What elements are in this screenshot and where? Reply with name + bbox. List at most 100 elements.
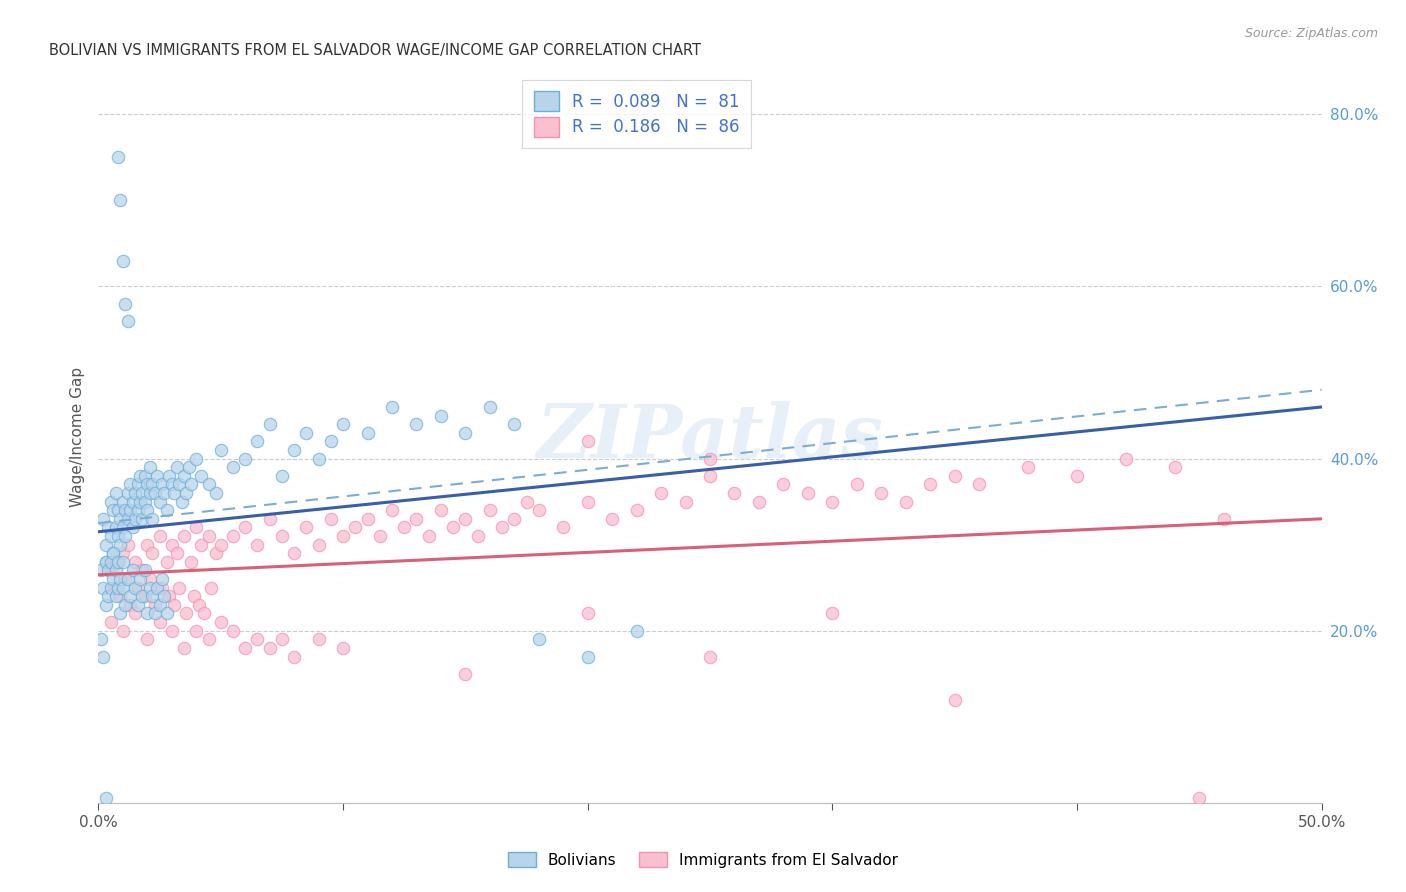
Point [101, 572, 124, 586]
Point [107, 503, 129, 517]
Point [308, 451, 330, 466]
Point [124, 555, 146, 569]
Point [699, 649, 721, 664]
Point [129, 572, 152, 586]
Point [143, 598, 166, 612]
Point [127, 598, 149, 612]
Point [190, 468, 212, 483]
Point [332, 417, 354, 432]
Point [368, 529, 391, 543]
Point [197, 529, 219, 543]
Point [150, 572, 173, 586]
Point [117, 314, 139, 328]
Point [1115, 451, 1137, 466]
Point [527, 632, 550, 647]
Point [295, 520, 318, 534]
Point [146, 581, 169, 595]
Point [650, 486, 672, 500]
Point [160, 477, 183, 491]
Point [441, 520, 464, 534]
Point [101, 546, 124, 560]
Point [90, 564, 112, 578]
Point [356, 425, 378, 440]
Point [600, 512, 623, 526]
Point [176, 486, 198, 500]
Point [491, 520, 513, 534]
Point [1212, 512, 1234, 526]
Point [503, 417, 526, 432]
Point [748, 494, 770, 508]
Point [107, 555, 129, 569]
Point [124, 486, 146, 500]
Point [136, 503, 159, 517]
Point [894, 494, 917, 508]
Point [111, 520, 134, 534]
Point [94, 538, 117, 552]
Point [157, 468, 180, 483]
Point [153, 589, 176, 603]
Point [283, 546, 305, 560]
Point [259, 512, 281, 526]
Point [478, 400, 501, 414]
Point [100, 555, 122, 569]
Point [675, 494, 697, 508]
Point [418, 529, 440, 543]
Point [91, 649, 114, 664]
Point [104, 486, 127, 500]
Point [1188, 791, 1211, 805]
Point [259, 640, 281, 655]
Point [576, 649, 599, 664]
Point [478, 503, 501, 517]
Point [405, 417, 427, 432]
Point [141, 512, 163, 526]
Point [183, 589, 205, 603]
Point [139, 460, 162, 475]
Point [107, 529, 129, 543]
Point [259, 417, 281, 432]
Point [97, 520, 120, 534]
Point [134, 468, 156, 483]
Point [117, 538, 139, 552]
Point [111, 581, 134, 595]
Point [308, 632, 330, 647]
Point [319, 512, 342, 526]
Point [797, 486, 820, 500]
Text: ZIPatlas: ZIPatlas [537, 401, 883, 474]
Point [149, 598, 172, 612]
Point [124, 607, 146, 621]
Point [110, 572, 132, 586]
Point [143, 486, 166, 500]
Point [94, 598, 117, 612]
Point [467, 529, 489, 543]
Point [107, 581, 129, 595]
Point [111, 624, 134, 638]
Point [141, 477, 163, 491]
Point [405, 512, 427, 526]
Point [156, 503, 179, 517]
Point [167, 477, 190, 491]
Point [205, 486, 228, 500]
Point [111, 546, 134, 560]
Point [114, 503, 136, 517]
Point [150, 581, 173, 595]
Point [134, 494, 156, 508]
Point [332, 529, 354, 543]
Point [209, 442, 232, 457]
Point [121, 520, 143, 534]
Point [170, 494, 193, 508]
Point [90, 632, 112, 647]
Point [97, 589, 120, 603]
Point [94, 791, 117, 805]
Point [1066, 468, 1088, 483]
Point [772, 477, 794, 491]
Point [131, 564, 153, 578]
Point [166, 460, 188, 475]
Point [104, 581, 127, 595]
Point [117, 512, 139, 526]
Point [246, 434, 269, 449]
Point [117, 486, 139, 500]
Point [943, 692, 966, 706]
Point [246, 538, 269, 552]
Point [121, 494, 143, 508]
Point [136, 632, 159, 647]
